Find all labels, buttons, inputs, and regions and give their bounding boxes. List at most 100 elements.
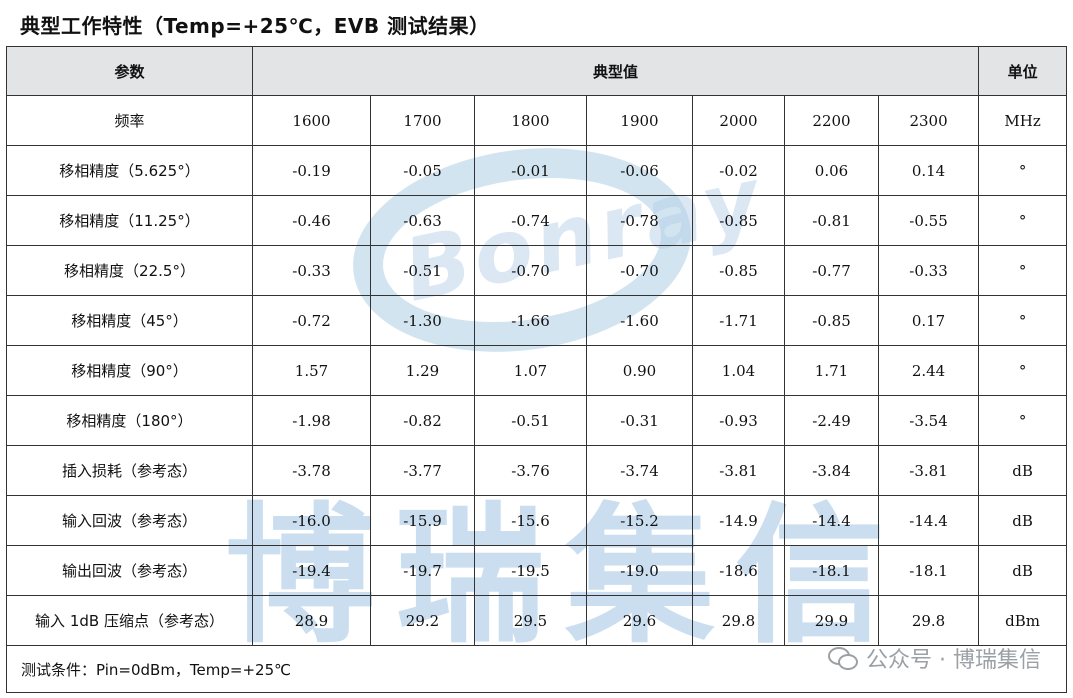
table-row: 输入 1dB 压缩点（参考态） 28.9 29.2 29.5 29.6 29.8 29.9 2… — [6, 595, 1068, 646]
value-cell: -0.19 — [252, 145, 371, 196]
value-cell: -0.31 — [586, 395, 693, 446]
value-cell: -3.81 — [692, 445, 785, 496]
table-row: 移相精度（5.625°） -0.19 -0.05 -0.01 -0.06 -0.02 0.0… — [6, 145, 1068, 196]
unit-cell: ° — [978, 245, 1068, 296]
param-label: 插入损耗（参考态） — [6, 445, 253, 496]
value-cell: 2300 — [877, 95, 980, 146]
value-cell: -3.76 — [474, 445, 587, 496]
param-label: 移相精度（45°） — [6, 295, 253, 346]
unit-cell: ° — [978, 395, 1068, 446]
value-cell: -3.54 — [877, 395, 980, 446]
table-row: 输入回波（参考态） -16.0 -15.9 -15.6 -15.2 -14.9 -14.4-… — [6, 495, 1068, 546]
value-cell: -0.05 — [370, 145, 475, 196]
value-cell: -0.06 — [586, 145, 693, 196]
table-footer-row: 测试条件：Pin=0dBm，Temp=+25℃ — [5, 645, 1068, 693]
value-cell: 2200 — [784, 95, 879, 146]
source-watermark: 公众号 · 博瑞集信 — [828, 642, 1041, 674]
value-cell: -18.6 — [692, 545, 785, 596]
value-cell: -19.7 — [370, 545, 475, 596]
value-cell: 2000 — [692, 95, 785, 146]
value-cell: 1.71 — [784, 345, 879, 396]
value-cell: 2.44 — [877, 345, 980, 396]
value-cell: -15.6 — [474, 495, 587, 546]
value-cell: -0.70 — [474, 245, 587, 296]
table-row: 移相精度（45°） -0.72 -1.30 -1.66 -1.60 -1.71 -0.85 0… — [6, 295, 1068, 346]
value-cell: -0.63 — [370, 195, 475, 246]
unit-cell: ° — [978, 345, 1068, 396]
value-cell: -0.78 — [586, 195, 693, 246]
value-cell: 0.17 — [877, 295, 980, 346]
unit-cell: dB — [978, 445, 1068, 496]
value-cell: -0.02 — [692, 145, 785, 196]
value-cell: -0.85 — [692, 245, 785, 296]
value-cell: -3.77 — [370, 445, 475, 496]
unit-cell: dB — [978, 495, 1068, 546]
characteristics-table: 参数 典型值 单位 频率 1600 1700 1800 1900 2000 2200 2300… — [5, 46, 1068, 693]
value-cell: -15.2 — [586, 495, 693, 546]
table-row: 频率 1600 1700 1800 1900 2000 2200 2300 MHz — [6, 95, 1068, 146]
table-row: 移相精度（22.5°） -0.33 -0.51 -0.70 -0.70 -0.85 -0.7… — [6, 245, 1068, 296]
unit-cell: ° — [978, 195, 1068, 246]
value-cell: -1.60 — [586, 295, 693, 346]
param-label: 移相精度（22.5°） — [6, 245, 253, 296]
value-cell: 1900 — [586, 95, 693, 146]
value-cell: -19.0 — [586, 545, 693, 596]
value-cell: -2.49 — [784, 395, 879, 446]
value-cell: -16.0 — [252, 495, 371, 546]
value-cell: -0.72 — [252, 295, 371, 346]
value-cell: -0.93 — [692, 395, 785, 446]
value-cell: 0.06 — [784, 145, 879, 196]
value-cell: 1.57 — [252, 345, 371, 396]
value-cell: -1.71 — [692, 295, 785, 346]
value-cell: 29.5 — [474, 595, 587, 646]
value-cell: -14.9 — [692, 495, 785, 546]
header-unit: 单位 — [978, 46, 1068, 96]
source-text: 公众号 · 博瑞集信 — [866, 648, 1041, 673]
value-cell: -15.9 — [370, 495, 475, 546]
wechat-icon — [828, 647, 859, 670]
value-cell: -0.46 — [252, 195, 371, 246]
value-cell: 1.29 — [370, 345, 475, 396]
value-cell: -1.98 — [252, 395, 371, 446]
value-cell: 1.07 — [474, 345, 587, 396]
param-label: 频率 — [6, 95, 253, 146]
param-label: 输入 1dB 压缩点（参考态） — [6, 595, 253, 646]
value-cell: 29.9 — [784, 595, 879, 646]
unit-cell: MHz — [978, 95, 1068, 146]
value-cell: -19.4 — [252, 545, 371, 596]
test-conditions: 测试条件：Pin=0dBm，Temp=+25℃ — [5, 645, 1068, 693]
value-cell: -3.84 — [784, 445, 879, 496]
value-cell: -0.55 — [877, 195, 980, 246]
param-label: 输出回波（参考态） — [6, 545, 253, 596]
header-param: 参数 — [6, 46, 253, 96]
value-cell: -0.77 — [784, 245, 879, 296]
param-label: 输入回波（参考态） — [6, 495, 253, 546]
param-label: 移相精度（5.625°） — [6, 145, 253, 196]
param-label: 移相精度（90°） — [6, 345, 253, 396]
value-cell: -19.5 — [474, 545, 587, 596]
value-cell: -0.85 — [784, 295, 879, 346]
unit-cell: ° — [978, 145, 1068, 196]
value-cell: -14.4 — [877, 495, 980, 546]
table-row: 移相精度（90°） 1.57 1.29 1.07 0.90 1.04 1.71 2.44 ° — [6, 345, 1068, 396]
value-cell: -0.82 — [370, 395, 475, 446]
value-cell: -0.81 — [784, 195, 879, 246]
header-typical: 典型值 — [251, 46, 980, 96]
value-cell: -3.78 — [252, 445, 371, 496]
unit-cell: ° — [978, 295, 1068, 346]
value-cell: 28.9 — [252, 595, 371, 646]
param-label: 移相精度（11.25°） — [6, 195, 253, 246]
value-cell: -18.1 — [784, 545, 879, 596]
value-cell: 0.14 — [877, 145, 980, 196]
unit-cell: dBm — [978, 595, 1068, 646]
value-cell: -0.85 — [692, 195, 785, 246]
value-cell: -14.4 — [784, 495, 879, 546]
table-row: 移相精度（180°） -1.98 -0.82 -0.51 -0.31 -0.93 -2.49… — [6, 395, 1068, 446]
value-cell: 29.8 — [877, 595, 980, 646]
value-cell: -0.74 — [474, 195, 587, 246]
page-title: 典型工作特性（Temp=+25℃，EVB 测试结果） — [20, 14, 490, 38]
value-cell: -0.51 — [474, 395, 587, 446]
value-cell: -1.30 — [370, 295, 475, 346]
value-cell: 1700 — [370, 95, 475, 146]
value-cell: 1.04 — [692, 345, 785, 396]
